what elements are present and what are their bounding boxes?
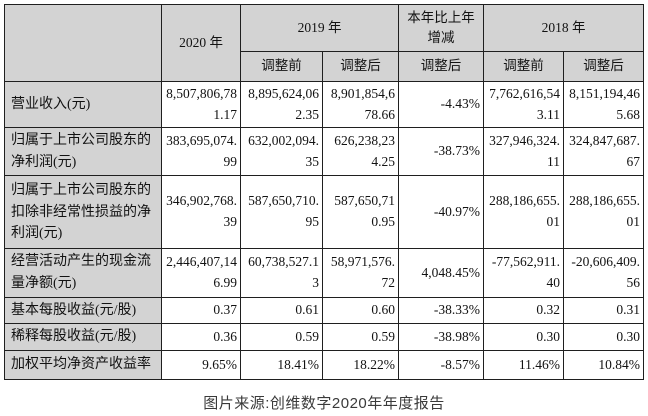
value-change: 4,048.45% (398, 248, 484, 298)
value-2019-after: 626,238,234.25 (322, 126, 399, 177)
value-2019-after: 587,650,710.95 (322, 175, 399, 250)
value-2019-before: 0.61 (240, 296, 323, 325)
value-2019-after: 0.59 (322, 323, 399, 352)
value-change: -38.73% (398, 126, 484, 177)
value-2020: 346,902,768.39 (161, 175, 241, 250)
value-change: -40.97% (398, 175, 484, 250)
value-change: -38.33% (398, 296, 484, 325)
subheader-change-adj-after: 调整后 (398, 51, 484, 82)
value-2018-before: 0.30 (483, 323, 564, 352)
col-header-2018: 2018 年 (483, 4, 644, 52)
image-source-caption: 图片来源:创维数字2020年年度报告 (203, 395, 445, 413)
row-label: 归属于上市公司股东的净利润(元) (4, 126, 162, 177)
row-label: 加权平均净资产收益率 (4, 350, 162, 381)
value-2018-after: 10.84% (563, 350, 644, 381)
row-label: 营业收入(元) (4, 81, 162, 128)
col-header-change: 本年比上年增减 (398, 4, 484, 52)
value-2018-before: 0.32 (483, 296, 564, 325)
value-2020: 2,446,407,146.99 (161, 248, 241, 298)
value-2018-before: 7,762,616,543.11 (483, 81, 564, 128)
table-row-revenue: 营业收入(元) 8,507,806,781.17 8,895,624,062.3… (4, 81, 644, 128)
row-label: 基本每股收益(元/股) (4, 296, 162, 325)
page: 2020 年 2019 年 本年比上年增减 2018 年 调整前 调整后 调整后… (0, 4, 648, 416)
value-change: -8.57% (398, 350, 484, 381)
header-row-years: 2020 年 2019 年 本年比上年增减 2018 年 (4, 4, 644, 82)
value-2020: 8,507,806,781.17 (161, 81, 241, 128)
value-2019-before: 587,650,710.95 (240, 175, 323, 250)
value-2019-before: 8,895,624,062.35 (240, 81, 323, 128)
header-row-adjustments: 调整前 调整后 调整后 调整前 调整后 (5, 51, 644, 82)
subheader-2018-adj-before: 调整前 (483, 51, 564, 82)
subheader-2019-adj-after: 调整后 (322, 51, 399, 82)
value-2019-after: 8,901,854,678.66 (322, 81, 399, 128)
value-2018-after: 0.30 (563, 323, 644, 352)
value-2018-after: 0.31 (563, 296, 644, 325)
row-label: 归属于上市公司股东的扣除非经常性损益的净利润(元) (4, 175, 162, 250)
value-2018-before: 327,946,324.11 (483, 126, 564, 177)
value-2018-before: 288,186,655.01 (483, 175, 564, 250)
table-row-net-profit: 归属于上市公司股东的净利润(元) 383,695,074.99 632,002,… (4, 126, 644, 177)
value-2020: 0.36 (161, 323, 241, 352)
value-2019-after: 0.60 (322, 296, 399, 325)
row-label: 稀释每股收益(元/股) (4, 323, 162, 352)
value-2018-after: 8,151,194,465.68 (563, 81, 644, 128)
value-2019-before: 0.59 (240, 323, 323, 352)
value-2018-after: 288,186,655.01 (563, 175, 644, 250)
value-2019-after: 58,971,576.72 (322, 248, 399, 298)
col-header-2020: 2020 年 (161, 4, 241, 82)
financial-summary-table: 2020 年 2019 年 本年比上年增减 2018 年 调整前 调整后 调整后… (4, 4, 644, 381)
value-2019-before: 18.41% (240, 350, 323, 381)
value-2020: 9.65% (161, 350, 241, 381)
subheader-2019-adj-before: 调整前 (240, 51, 323, 82)
table-row-weighted-avg-roe: 加权平均净资产收益率 9.65% 18.41% 18.22% -8.57% 11… (4, 350, 644, 381)
row-label: 经营活动产生的现金流量净额(元) (4, 248, 162, 298)
value-2019-before: 60,738,527.13 (240, 248, 323, 298)
value-2020: 383,695,074.99 (161, 126, 241, 177)
col-header-2019: 2019 年 (240, 4, 399, 52)
value-change: -4.43% (398, 81, 484, 128)
value-2019-after: 18.22% (322, 350, 399, 381)
table-row-diluted-eps: 稀释每股收益(元/股) 0.36 0.59 0.59 -38.98% 0.30 … (4, 323, 644, 352)
value-2018-after: 324,847,687.67 (563, 126, 644, 177)
corner-cell (4, 4, 162, 82)
table-row-operating-cash-flow: 经营活动产生的现金流量净额(元) 2,446,407,146.99 60,738… (4, 248, 644, 298)
value-2020: 0.37 (161, 296, 241, 325)
value-2018-after: -20,606,409.56 (563, 248, 644, 298)
value-2018-before: -77,562,911.40 (483, 248, 564, 298)
table-row-net-profit-excl-nonrecurring: 归属于上市公司股东的扣除非经常性损益的净利润(元) 346,902,768.39… (4, 175, 644, 250)
table-row-basic-eps: 基本每股收益(元/股) 0.37 0.61 0.60 -38.33% 0.32 … (4, 296, 644, 325)
value-change: -38.98% (398, 323, 484, 352)
value-2018-before: 11.46% (483, 350, 564, 381)
value-2019-before: 632,002,094.35 (240, 126, 323, 177)
subheader-2018-adj-after: 调整后 (563, 51, 644, 82)
